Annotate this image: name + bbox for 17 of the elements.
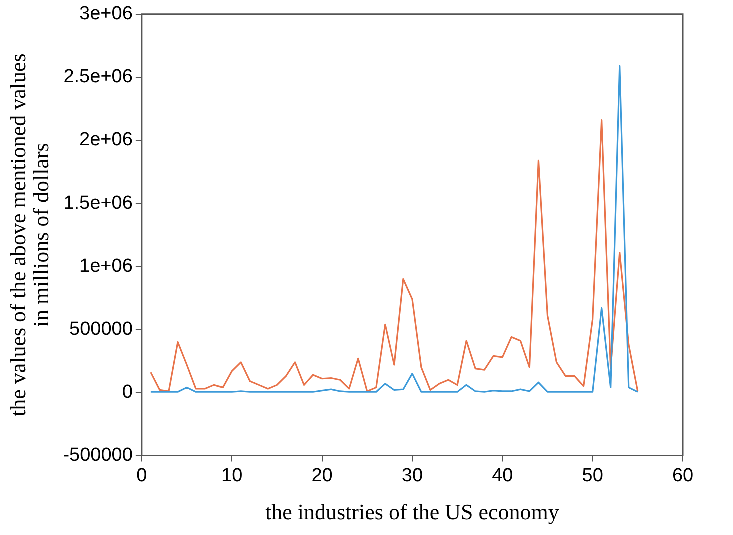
- y-tick-label: 1.5e+06: [64, 192, 133, 214]
- y-tick-label: 500000: [70, 318, 133, 340]
- y-tick-label: 3e+06: [80, 4, 133, 25]
- x-tick-label: 60: [672, 465, 694, 486]
- x-axis-title: the industries of the US economy: [266, 500, 560, 525]
- x-tick-label: 20: [312, 465, 333, 486]
- x-tick-label: 10: [222, 465, 243, 486]
- y-axis-title: the values of the above mentioned values in millions of dollars: [5, 54, 54, 417]
- x-tick-label: 0: [136, 465, 148, 486]
- x-tick-label: 50: [582, 465, 604, 486]
- y-tick-label: 2e+06: [80, 130, 133, 151]
- x-tick-label: 30: [402, 465, 424, 486]
- y-tick-label: 0: [122, 382, 133, 403]
- y-tick-label: 2.5e+06: [64, 66, 133, 88]
- y-tick-label: 1e+06: [80, 256, 133, 277]
- y-tick-label: -500000: [63, 445, 133, 466]
- x-tick-label: 40: [492, 465, 514, 486]
